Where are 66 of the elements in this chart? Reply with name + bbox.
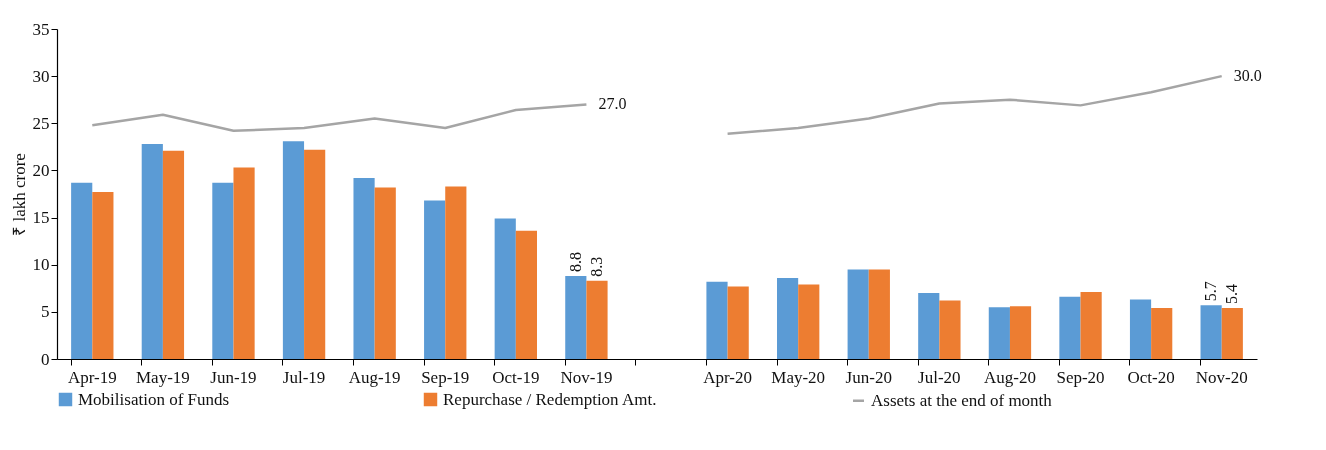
bar — [727, 286, 749, 359]
y-tick-label: 35 — [32, 19, 50, 39]
bar — [1221, 308, 1243, 359]
bar — [282, 141, 305, 359]
bar — [445, 186, 467, 359]
x-tick-label: Nov-19 — [560, 367, 613, 387]
x-tick-label: Apr-20 — [703, 367, 752, 387]
bar — [1080, 292, 1102, 359]
legend-label: Mobilisation of Funds — [78, 389, 230, 409]
bar — [847, 269, 869, 359]
y-tick-label: 0 — [41, 349, 50, 369]
bar — [92, 192, 114, 359]
x-tick-label: May-20 — [771, 367, 826, 387]
data-label: 8.3 — [588, 256, 605, 277]
x-tick-label: Jun-20 — [845, 367, 892, 387]
x-tick-label: Sep-19 — [421, 367, 470, 387]
x-tick-label: Nov-20 — [1195, 367, 1248, 387]
bar — [868, 269, 890, 359]
legend-label: Repurchase / Redemption Amt. — [443, 389, 657, 409]
bar — [141, 144, 163, 359]
x-tick-label: Aug-20 — [983, 367, 1036, 387]
bar — [1151, 308, 1173, 359]
bar — [988, 307, 1010, 359]
x-tick-label: Apr-19 — [67, 367, 117, 387]
bar — [71, 182, 93, 359]
bar — [1129, 299, 1152, 359]
x-tick-label: Aug-19 — [348, 367, 401, 387]
bar — [233, 167, 255, 359]
y-tick-label: 5 — [41, 302, 50, 322]
bar — [918, 293, 940, 359]
y-axis-title: ₹ lakh crore — [9, 153, 29, 236]
y-tick-label: 10 — [32, 255, 50, 275]
bar — [494, 218, 516, 359]
y-tick-label: 20 — [32, 160, 50, 180]
x-tick-label: Oct-20 — [1127, 367, 1175, 387]
bar — [515, 230, 537, 359]
bar — [777, 277, 799, 359]
bar — [1009, 306, 1032, 359]
bar — [798, 284, 820, 359]
bar — [212, 182, 234, 359]
bar — [162, 150, 185, 359]
y-tick-label: 15 — [32, 208, 50, 228]
y-tick-label: 25 — [32, 113, 50, 133]
bar — [939, 300, 961, 359]
data-label: 5.7 — [1202, 281, 1220, 302]
bar — [1200, 305, 1222, 359]
bar — [304, 149, 326, 359]
x-tick-label: Jun-19 — [210, 367, 257, 387]
bar — [565, 276, 587, 359]
legend-label: Assets at the end of month — [871, 390, 1053, 410]
data-label: 8.8 — [566, 252, 584, 273]
bar — [374, 187, 396, 359]
data-label: 30.0 — [1233, 67, 1262, 85]
x-tick-label: Jul-19 — [282, 367, 326, 387]
bar — [353, 177, 375, 359]
bar — [1059, 296, 1081, 359]
x-tick-label: Sep-20 — [1056, 367, 1105, 387]
bar — [424, 200, 446, 359]
bar — [586, 280, 608, 359]
data-label: 27.0 — [598, 95, 627, 113]
data-label: 5.4 — [1223, 284, 1241, 305]
x-tick-label: Jul-20 — [918, 367, 961, 387]
x-tick-label: May-19 — [135, 367, 190, 387]
x-tick-label: Oct-19 — [492, 367, 540, 387]
bar — [706, 281, 728, 359]
y-tick-label: 30 — [32, 66, 50, 86]
